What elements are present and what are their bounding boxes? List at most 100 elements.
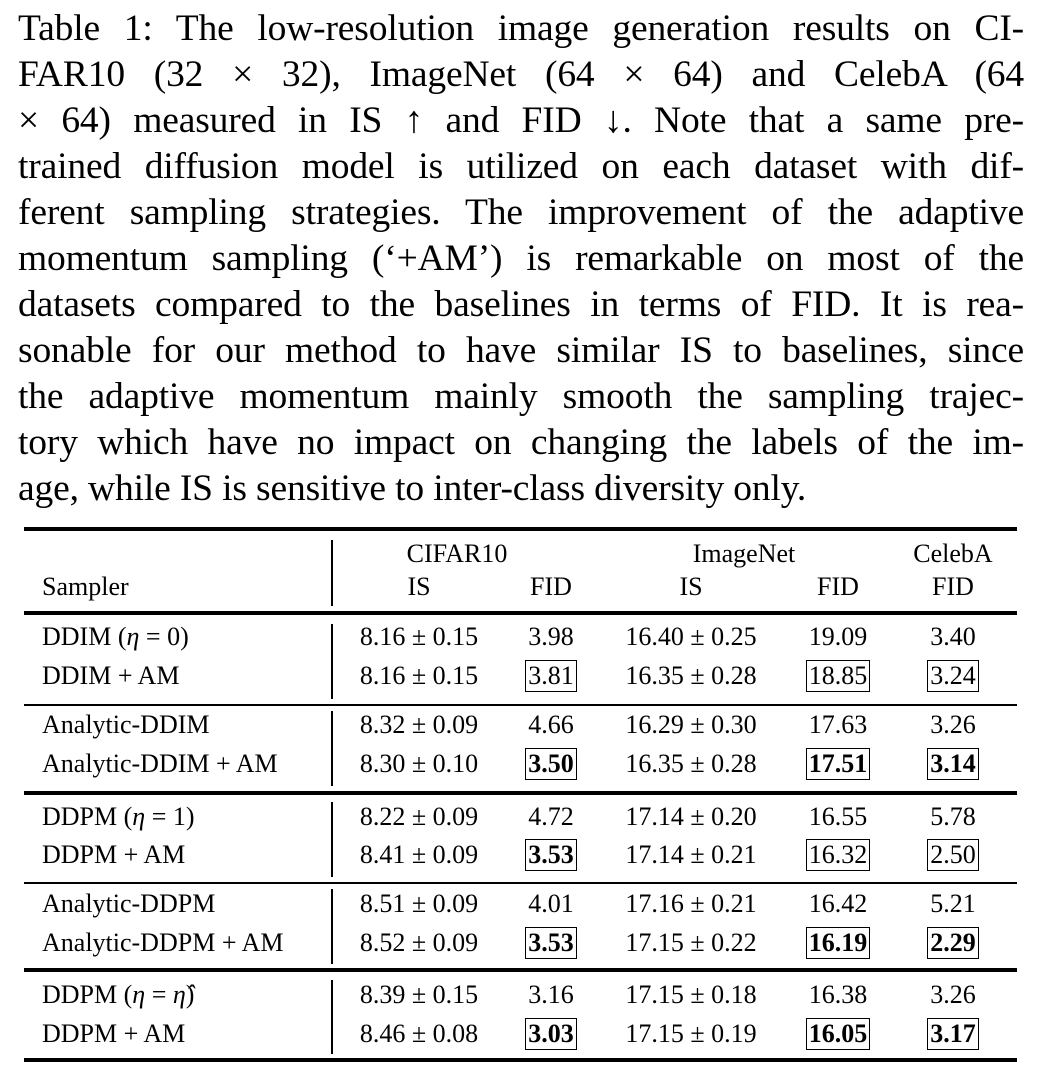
imagenet-is-value: 17.15 ± 0.19 (625, 1019, 757, 1048)
cifar-is-value: 8.52 ± 0.09 (359, 928, 479, 957)
group-header-celeba: CelebA (913, 539, 993, 568)
cifar-fid-cell: 3.81 (519, 657, 583, 695)
celeba-fid-value: 5.21 (930, 889, 976, 918)
group-header-cifar10: CIFAR10 (406, 539, 508, 568)
celeba-fid-cell: 3.24 (921, 657, 985, 695)
celeba-fid-value-best: 3.17 (927, 1018, 979, 1050)
imagenet-is-value: 17.15 ± 0.18 (625, 980, 757, 1009)
imagenet-fid-value-best: 17.51 (805, 748, 871, 780)
section-separator-thick (24, 968, 1017, 972)
cifar-fid-value-best: 3.03 (525, 1018, 577, 1050)
col-header-imagenet-fid: FID (817, 572, 859, 601)
table-caption: Table 1: The low-resolution image genera… (18, 6, 1024, 512)
col-header-sampler: Sampler (42, 572, 129, 601)
cifar-is-value: 8.41 ± 0.09 (359, 840, 479, 869)
sampler-name: DDPM + AM (42, 840, 186, 869)
celeba-fid-value-best: 2.29 (927, 927, 979, 959)
column-divider (331, 889, 333, 964)
celeba-fid-value: 5.78 (930, 802, 976, 831)
table-row: DDPM + AM 8.46 ± 0.08 3.03 17.15 ± 0.19 … (0, 1015, 1038, 1053)
cifar-fid-value: 4.01 (528, 889, 574, 918)
cifar-fid-cell: 3.53 (519, 924, 583, 962)
imagenet-is-value: 17.14 ± 0.21 (625, 840, 757, 869)
cifar-fid-value: 4.72 (528, 802, 574, 831)
celeba-fid-value: 3.40 (930, 622, 976, 651)
caption-line: momentum sampling (‘+AM’) is remarkable … (18, 238, 1024, 279)
imagenet-fid-value-best: 16.19 (805, 927, 871, 959)
sampler-name: DDPM (η = 1) (42, 802, 195, 831)
caption-line: ferent sampling strategies. The improvem… (18, 192, 1024, 233)
sampler-name: DDIM (η = 0) (42, 622, 189, 651)
cifar-is-value: 8.16 ± 0.15 (359, 661, 479, 690)
caption-line: the adaptive momentum mainly smooth the … (18, 376, 1024, 417)
cifar-is-value: 8.46 ± 0.08 (359, 1019, 479, 1048)
imagenet-fid-cell: 18.85 (800, 657, 876, 695)
cifar-fid-value-best: 3.53 (525, 927, 577, 959)
header-bottom-rule (24, 611, 1017, 615)
celeba-fid-cell: 2.29 (921, 924, 985, 962)
column-divider (331, 540, 333, 606)
table-row: Analytic-DDIM + AM 8.30 ± 0.10 3.50 16.3… (0, 745, 1038, 783)
col-header-imagenet-is: IS (679, 572, 703, 601)
cifar-fid-value-best: 3.53 (525, 839, 577, 871)
caption-line: × 64) measured in IS ↑ and FID ↓. Note t… (18, 100, 1024, 141)
column-divider (331, 711, 333, 786)
cifar-fid-value: 3.98 (528, 622, 574, 651)
caption-line: FAR10 (32 × 32), ImageNet (64 × 64) and … (18, 54, 1024, 95)
cifar-fid-value-boxed: 3.81 (525, 660, 577, 692)
celeba-fid-value: 3.26 (930, 980, 976, 1009)
imagenet-is-value: 16.35 ± 0.28 (625, 749, 757, 778)
imagenet-is-value: 17.16 ± 0.21 (625, 889, 757, 918)
sampler-name: Analytic-DDIM + AM (42, 749, 278, 778)
cifar-is-value: 8.32 ± 0.09 (359, 710, 479, 739)
table-bottom-rule (24, 1058, 1017, 1062)
imagenet-is-value: 16.40 ± 0.25 (625, 622, 757, 651)
celeba-fid-cell: 3.14 (921, 745, 985, 783)
caption-line: trained diffusion model is utilized on e… (18, 146, 1024, 187)
imagenet-is-value: 16.35 ± 0.28 (625, 661, 757, 690)
table-row: Analytic-DDIM 8.32 ± 0.09 4.66 16.29 ± 0… (0, 706, 1038, 744)
table-row: DDIM (η = 0) 8.16 ± 0.15 3.98 16.40 ± 0.… (0, 618, 1038, 656)
cifar-is-value: 8.30 ± 0.10 (359, 749, 479, 778)
celeba-fid-value: 3.26 (930, 710, 976, 739)
imagenet-fid-cell: 16.32 (800, 836, 876, 874)
celeba-fid-cell: 3.17 (921, 1015, 985, 1053)
group-separator (24, 882, 1017, 884)
sampler-name: DDPM + AM (42, 1019, 186, 1048)
celeba-fid-value-boxed: 2.50 (927, 839, 979, 871)
cifar-is-value: 8.39 ± 0.15 (359, 980, 479, 1009)
imagenet-fid-value-boxed: 16.32 (805, 839, 871, 871)
caption-line: Table 1: The low-resolution image genera… (18, 8, 1024, 49)
imagenet-fid-value: 16.55 (808, 802, 868, 831)
cifar-is-value: 8.22 ± 0.09 (359, 802, 479, 831)
cifar-fid-value: 3.16 (528, 980, 574, 1009)
imagenet-fid-value: 19.09 (808, 622, 868, 651)
caption-line: tory which have no impact on changing th… (18, 422, 1024, 463)
celeba-fid-value-boxed: 3.24 (927, 660, 979, 692)
caption-line: age, while IS is sensitive to inter-clas… (18, 468, 807, 509)
imagenet-is-value: 17.14 ± 0.20 (625, 802, 757, 831)
cifar-fid-value-best: 3.50 (525, 748, 577, 780)
imagenet-fid-cell: 17.51 (800, 745, 876, 783)
caption-line: datasets compared to the baselines in te… (18, 284, 1024, 325)
imagenet-fid-value-boxed: 18.85 (805, 660, 871, 692)
table-row: Analytic-DDPM 8.51 ± 0.09 4.01 17.16 ± 0… (0, 885, 1038, 923)
cifar-is-value: 8.16 ± 0.15 (359, 622, 479, 651)
imagenet-fid-cell: 16.19 (800, 924, 876, 962)
imagenet-fid-cell: 16.05 (800, 1015, 876, 1053)
group-header-imagenet: ImageNet (692, 539, 796, 568)
group-separator (24, 704, 1017, 706)
cifar-fid-cell: 3.53 (519, 836, 583, 874)
table-row: Analytic-DDPM + AM 8.52 ± 0.09 3.53 17.1… (0, 924, 1038, 962)
column-divider (331, 624, 333, 699)
imagenet-fid-value: 16.42 (808, 889, 868, 918)
table-row: DDIM + AM 8.16 ± 0.15 3.81 16.35 ± 0.28 … (0, 657, 1038, 695)
sampler-name: Analytic-DDPM + AM (42, 928, 284, 957)
imagenet-is-value: 17.15 ± 0.22 (625, 928, 757, 957)
col-header-celeba-fid: FID (932, 572, 974, 601)
section-separator-thick (24, 791, 1017, 795)
sampler-name: Analytic-DDPM (42, 889, 216, 918)
imagenet-fid-value: 17.63 (808, 710, 868, 739)
imagenet-fid-value: 16.38 (808, 980, 868, 1009)
celeba-fid-value-best: 3.14 (927, 748, 979, 780)
